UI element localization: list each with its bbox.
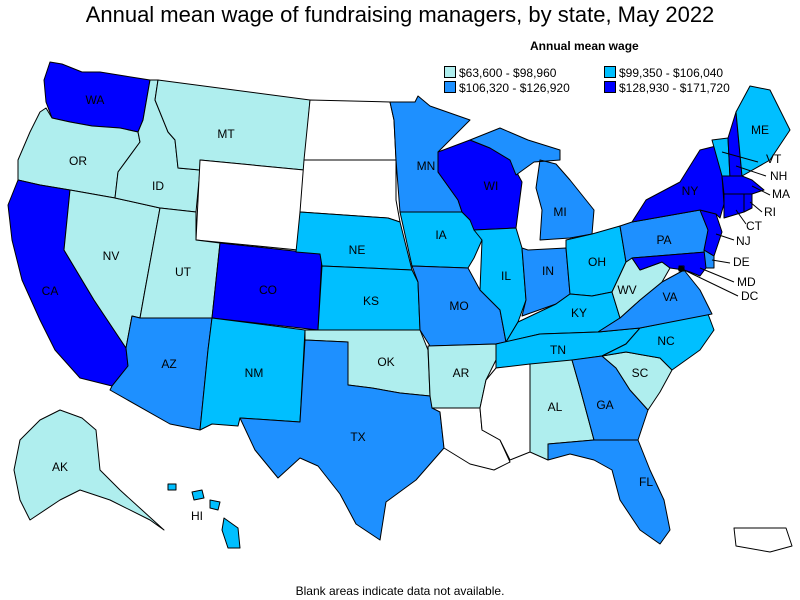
legend-label: $106,320 - $126,920 (459, 81, 570, 95)
state-label-il: IL (501, 269, 511, 283)
state-label-wi: WI (484, 179, 499, 193)
legend-item-bin-3: $106,320 - $126,920 (444, 81, 570, 95)
state-label-or: OR (69, 154, 87, 168)
state-ri[interactable] (743, 193, 753, 213)
state-label-tn: TN (550, 343, 566, 357)
state-nc[interactable] (601, 313, 715, 371)
state-label-nc: NC (657, 334, 675, 348)
state-label-az: AZ (161, 357, 176, 371)
state-label-ak: AK (52, 460, 68, 474)
state-label-co: CO (259, 283, 277, 297)
callout-line-ct (735, 209, 747, 225)
state-label-ut: UT (175, 265, 192, 279)
dc-marker-dot (678, 266, 684, 272)
state-label-md: MD (737, 275, 756, 289)
state-label-fl: FL (639, 475, 653, 489)
legend-label: $99,350 - $106,040 (619, 66, 724, 80)
state-label-tx: TX (350, 430, 365, 444)
state-label-nj: NJ (736, 234, 751, 248)
state-nd[interactable] (303, 99, 397, 161)
callout-line-de (711, 259, 731, 264)
callout-lines (681, 151, 771, 297)
state-label-de: DE (733, 255, 750, 269)
state-label-ar: AR (453, 366, 470, 380)
callout-line-dc (681, 268, 739, 297)
state-ny[interactable] (631, 145, 725, 223)
state-mt[interactable] (154, 79, 311, 171)
state-wy[interactable] (195, 159, 305, 251)
state-tx[interactable] (239, 339, 445, 541)
legend-item-bin-2: $99,350 - $106,040 (604, 66, 723, 80)
footnote: Blank areas indicate data not available. (295, 584, 505, 598)
legend-title: Annual mean wage (530, 39, 639, 53)
state-hi[interactable] (167, 483, 241, 549)
state-pr[interactable] (733, 527, 793, 553)
callout-line-nh (735, 165, 767, 177)
state-label-va: VA (662, 290, 677, 304)
state-label-ca: CA (42, 284, 59, 298)
callout-line-vt (721, 151, 759, 163)
state-label-ia: IA (435, 228, 446, 242)
legend-swatch (604, 66, 616, 78)
state-label-nv: NV (103, 249, 120, 263)
legend-swatch (444, 81, 456, 93)
callout-line-ri (749, 201, 763, 213)
state-label-al: AL (548, 400, 563, 414)
state-label-oh: OH (588, 255, 606, 269)
callout-line-md (699, 267, 735, 283)
state-ma[interactable] (721, 175, 765, 195)
state-mi[interactable] (469, 127, 595, 241)
state-label-mn: MN (417, 159, 436, 173)
state-label-hi: HI (191, 509, 203, 523)
state-label-dc: DC (741, 289, 759, 303)
state-label-nh: NH (770, 169, 787, 183)
callout-line-ma (751, 185, 771, 196)
map-title: Annual mean wage of fundraising managers… (85, 2, 715, 27)
state-label-ct: CT (746, 219, 763, 233)
state-label-wa: WA (86, 93, 105, 107)
state-label-sc: SC (632, 366, 649, 380)
legend-label: $128,930 - $171,720 (619, 81, 730, 95)
state-label-me: ME (751, 123, 769, 137)
legend-swatch (444, 66, 456, 78)
legend-item-bin-4: $128,930 - $171,720 (604, 81, 730, 95)
state-label-vt: VT (766, 152, 782, 166)
state-label-ky: KY (571, 306, 587, 320)
state-ak[interactable] (13, 409, 165, 531)
state-label-ga: GA (596, 398, 613, 412)
state-label-ok: OK (377, 355, 394, 369)
state-label-in: IN (542, 264, 554, 278)
state-label-id: ID (152, 179, 164, 193)
legend-item-bin-1: $63,600 - $98,960 (444, 66, 556, 80)
state-fl[interactable] (547, 439, 671, 545)
state-label-nm: NM (245, 366, 264, 380)
legend-swatch (604, 81, 616, 93)
state-label-mo: MO (449, 299, 468, 313)
state-label-mt: MT (217, 127, 235, 141)
state-label-wv: WV (617, 283, 636, 297)
state-label-ks: KS (363, 294, 379, 308)
state-label-pa: PA (656, 233, 671, 247)
state-label-ma: MA (772, 187, 790, 201)
state-label-ne: NE (349, 243, 366, 257)
state-label-mi: MI (553, 205, 566, 219)
legend-label: $63,600 - $98,960 (459, 66, 557, 80)
state-ct[interactable] (723, 193, 745, 219)
state-label-ri: RI (764, 205, 776, 219)
callout-line-nj (715, 233, 735, 241)
state-label-ny: NY (682, 184, 699, 198)
